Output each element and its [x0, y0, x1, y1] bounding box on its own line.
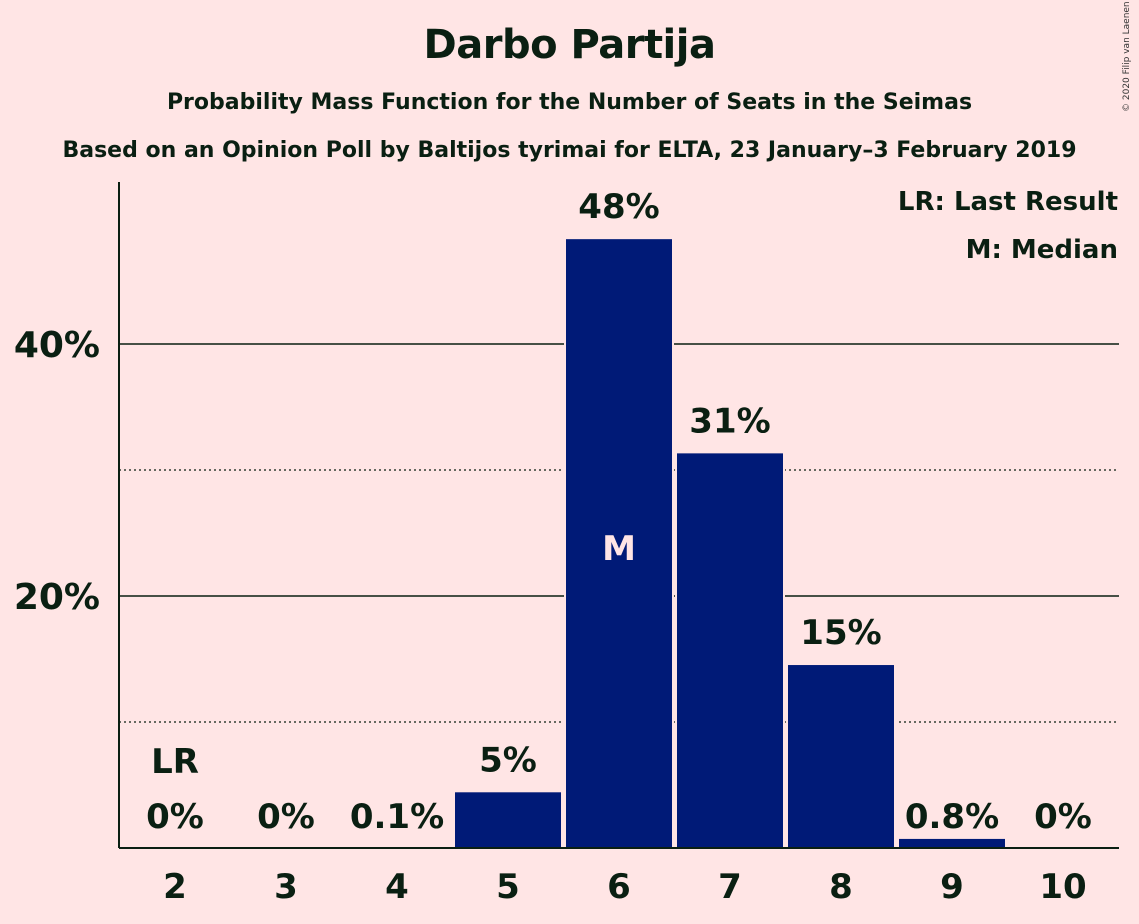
data-label-5: 5%	[479, 740, 537, 780]
x-tick-label-5: 5	[496, 867, 520, 907]
bar-5	[453, 790, 563, 849]
data-label-9: 0.8%	[905, 797, 999, 837]
last-result-marker: LR	[151, 742, 199, 782]
x-tick-label-2: 2	[163, 867, 187, 907]
data-label-3: 0%	[257, 797, 315, 837]
x-tick-label-9: 9	[940, 867, 964, 907]
chart-title: Darbo Partija	[423, 22, 716, 68]
bar-6	[564, 237, 674, 850]
data-label-6: 48%	[578, 187, 659, 227]
chart-subtitle-source: Based on an Opinion Poll by Baltijos tyr…	[62, 138, 1077, 163]
data-label-2: 0%	[146, 797, 204, 837]
bar-8	[786, 663, 896, 849]
x-tick-label-8: 8	[829, 867, 853, 907]
x-tick-label-6: 6	[607, 867, 631, 907]
y-tick-label: 20%	[14, 577, 100, 618]
data-label-4: 0.1%	[350, 797, 444, 837]
x-tick-label-10: 10	[1039, 867, 1086, 907]
y-tick-label: 40%	[14, 325, 100, 366]
legend-median: M: Median	[966, 235, 1118, 265]
x-tick-label-4: 4	[385, 867, 409, 907]
data-label-7: 31%	[689, 401, 770, 441]
x-tick-label-7: 7	[718, 867, 742, 907]
data-label-10: 0%	[1034, 797, 1092, 837]
x-tick-label-3: 3	[274, 867, 298, 907]
median-marker: M	[602, 529, 636, 569]
legend-last-result: LR: Last Result	[898, 187, 1118, 217]
data-label-8: 15%	[800, 613, 881, 653]
bar-7	[675, 451, 785, 849]
bar-9	[897, 836, 1007, 849]
chart-subtitle: Probability Mass Function for the Number…	[166, 90, 973, 115]
